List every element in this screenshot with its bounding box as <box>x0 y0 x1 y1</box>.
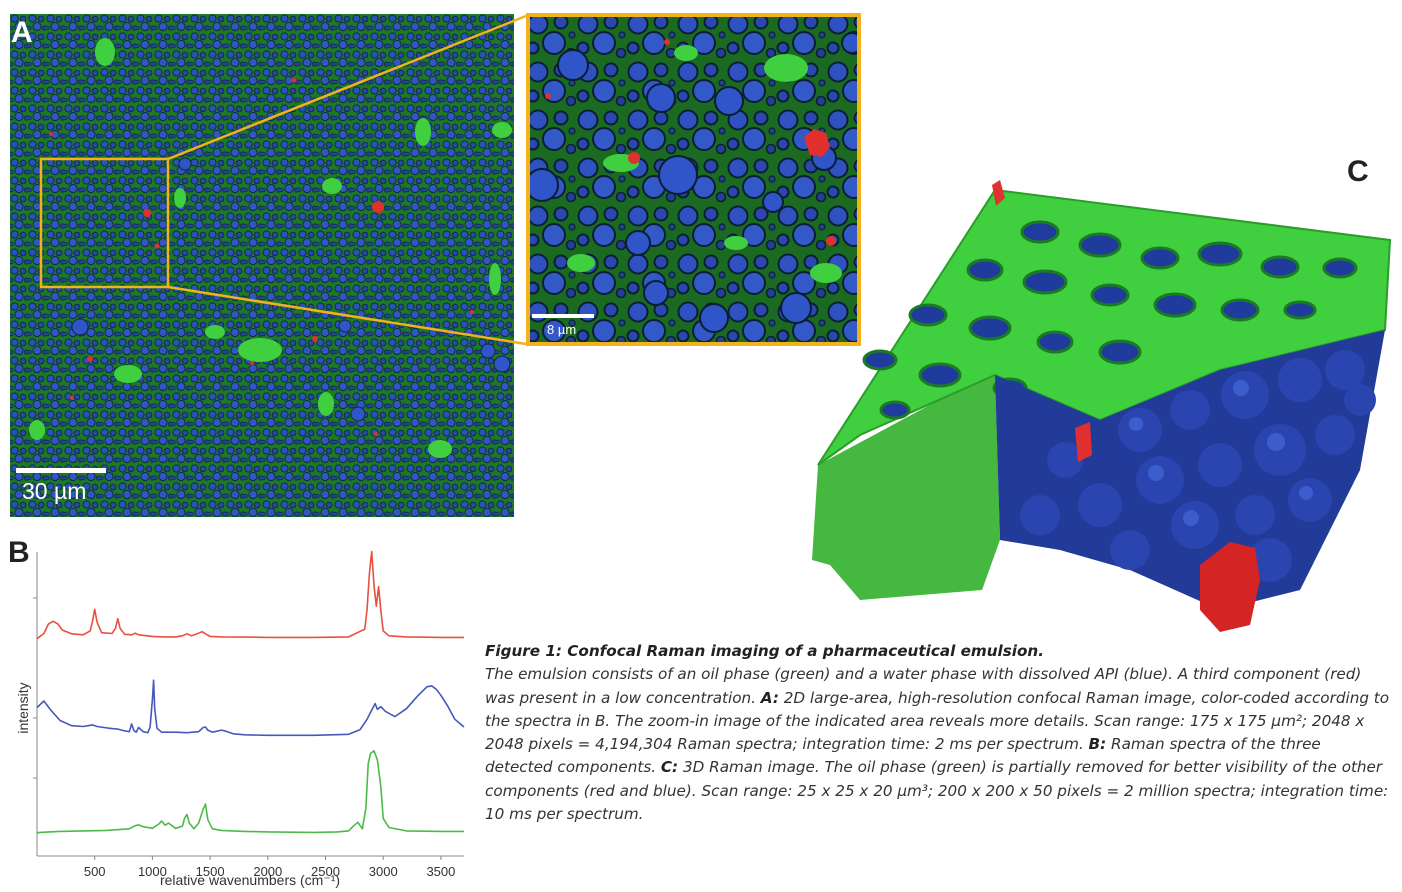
chart-x-ticks: 500 1000 1500 2000 2500 3000 3500 <box>84 856 455 879</box>
chart-series <box>36 550 465 834</box>
x-tick-label: 2000 <box>253 864 282 879</box>
x-tick-label: 3500 <box>426 864 455 879</box>
chart-y-axis-label: intensity <box>15 682 31 733</box>
panel-a-scalebar-label: 30 µm <box>22 478 87 504</box>
panel-b-spectra-chart: 500 1000 1500 2000 2500 3000 3500 intensity re… <box>15 550 465 888</box>
caption-b-text: Raman spectra of the three detected comp… <box>485 735 1321 777</box>
x-tick-label: 500 <box>84 864 106 879</box>
spectrum-line-3 <box>36 750 464 834</box>
zoom-connector-lines <box>167 14 527 346</box>
caption-a-label: A: <box>760 688 779 707</box>
caption-title: Figure 1: Confocal Raman imaging of a ph… <box>485 642 1044 660</box>
panel-c-label: C <box>1347 155 1369 188</box>
caption-c-label: C: <box>660 758 679 777</box>
chart-axes <box>33 552 464 857</box>
caption-a-text: 2D large-area, high-resolution confocal … <box>485 688 1390 754</box>
panel-a-label: A <box>11 16 33 49</box>
x-tick-label: 1000 <box>138 864 167 879</box>
spectrum-line-2 <box>36 679 465 737</box>
caption-intro: The emulsion consists of an oil phase (g… <box>485 665 1362 707</box>
chart-x-axis-label: relative wavenumbers (cm⁻¹) <box>160 872 340 888</box>
zoom-scalebar-label: 8 µm <box>547 322 577 337</box>
figure-caption: Figure 1: Confocal Raman imaging of a ph… <box>485 640 1390 826</box>
zoom-in-image <box>526 13 861 346</box>
caption-c-text: 3D Raman image. The oil phase (green) is… <box>485 758 1389 824</box>
caption-b-label: B: <box>1088 735 1107 754</box>
x-tick-label: 3000 <box>369 864 398 879</box>
x-tick-label: 2500 <box>311 864 340 879</box>
spectrum-line-1 <box>36 550 464 640</box>
panel-a-raman-image <box>10 14 514 517</box>
x-tick-label: 1500 <box>196 864 225 879</box>
panel-b-label: B <box>8 536 30 569</box>
panel-c-3d-image <box>812 180 1392 632</box>
